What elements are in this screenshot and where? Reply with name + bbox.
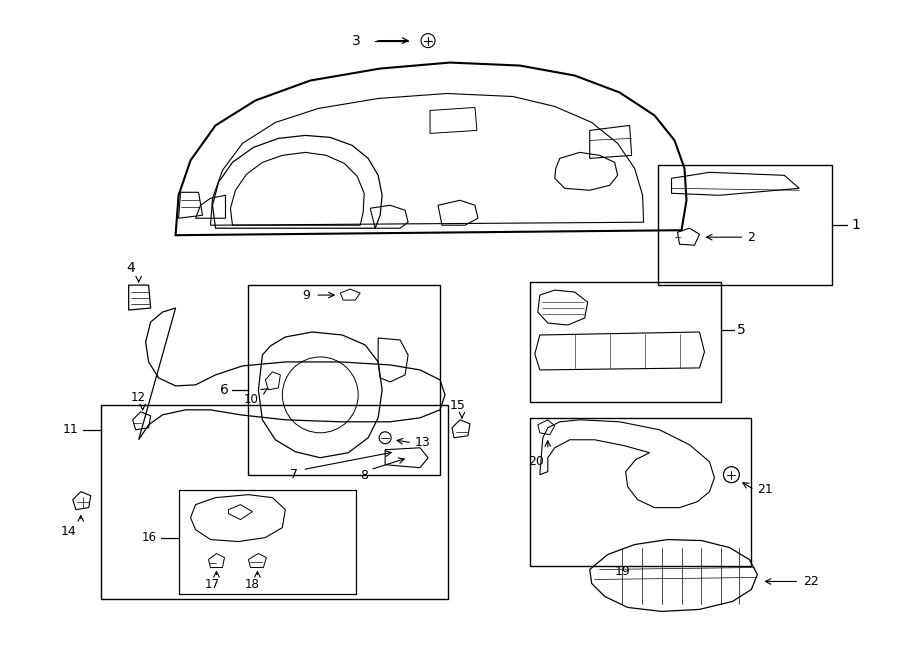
- Text: 15: 15: [450, 399, 466, 412]
- Text: 12: 12: [131, 391, 146, 405]
- Text: 20: 20: [528, 455, 544, 468]
- Bar: [530, 418, 752, 566]
- Text: 13: 13: [415, 436, 431, 449]
- Bar: [530, 282, 722, 402]
- Text: 1: 1: [851, 218, 860, 232]
- Text: 7: 7: [291, 468, 298, 481]
- Text: 8: 8: [360, 469, 368, 482]
- Text: 3: 3: [351, 34, 360, 48]
- Bar: [658, 165, 832, 285]
- Text: 6: 6: [220, 383, 229, 397]
- Text: 17: 17: [205, 578, 220, 591]
- Text: 4: 4: [126, 261, 135, 275]
- Text: 11: 11: [63, 423, 79, 436]
- Text: 10: 10: [244, 393, 258, 407]
- Text: 14: 14: [61, 525, 76, 538]
- Text: 21: 21: [758, 483, 773, 496]
- Bar: [101, 405, 448, 600]
- Text: 5: 5: [737, 323, 746, 337]
- Text: 19: 19: [615, 565, 630, 578]
- Text: 22: 22: [804, 575, 819, 588]
- Text: 18: 18: [245, 578, 260, 591]
- Bar: [248, 285, 440, 475]
- Text: 16: 16: [141, 531, 157, 544]
- Bar: [178, 490, 356, 594]
- Text: 2: 2: [747, 231, 755, 244]
- Text: 9: 9: [302, 289, 310, 301]
